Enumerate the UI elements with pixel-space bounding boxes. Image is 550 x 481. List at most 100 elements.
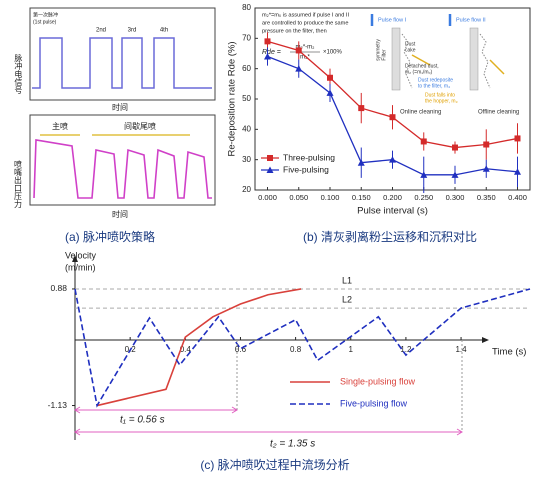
inset-text: are controlled to produce the same — [262, 20, 348, 26]
inset-label: Dust falls into — [425, 92, 455, 98]
axis-arrow — [72, 255, 78, 262]
x-label: 时间 — [112, 209, 128, 219]
marker — [358, 105, 365, 112]
dust-path — [479, 33, 491, 89]
inset-label: cake — [405, 47, 416, 53]
legend-label: Single-pulsing flow — [340, 376, 416, 386]
caption: (b) 清灰剥离粉尘运移和沉积对比 — [303, 229, 477, 244]
series-line — [74, 288, 531, 408]
marker — [357, 159, 365, 166]
inset-label: the hopper, m₃ — [425, 98, 458, 104]
y-tick-label: -1.13 — [48, 400, 68, 410]
x-tick-label: 0.000 — [258, 193, 277, 202]
marker — [483, 141, 490, 148]
inset-label: Dust — [405, 41, 416, 47]
marker — [326, 89, 334, 96]
marker — [482, 165, 490, 172]
inset-label: m₂ (=m₁/m₀) — [405, 69, 433, 75]
legend-marker — [267, 155, 273, 161]
legend-label: Five-pulsing flow — [340, 398, 408, 408]
pulse-label: 2nd — [96, 28, 106, 34]
arrow-head — [456, 428, 463, 436]
y-tick-label: 0.88 — [50, 283, 67, 293]
x-tick-label: 0.250 — [414, 193, 433, 202]
caption: (c) 脉冲喷吹过程中流场分析 — [200, 457, 349, 472]
dust-arrow — [489, 59, 505, 75]
inset-label: Pulse flow I — [378, 17, 407, 23]
plot-frame — [29, 114, 216, 206]
y-tick-label: 40 — [242, 124, 251, 133]
x-tick-label: 1.4 — [455, 345, 467, 354]
y-label: 脉冲电信号 — [14, 53, 23, 95]
x-tick-label: 0.350 — [477, 193, 496, 202]
formula: Rde = — [262, 49, 281, 56]
x-tick-label: 0.100 — [321, 193, 340, 202]
x-label: Time (s) — [492, 347, 526, 358]
reference-label: L1 — [342, 275, 352, 285]
phase-label: 间歇尾喷 — [124, 121, 156, 131]
y-tick-label: 80 — [242, 3, 251, 12]
formula: ×100% — [323, 50, 343, 56]
marker — [264, 53, 271, 60]
dust-arrow — [411, 54, 431, 66]
marker — [264, 38, 271, 45]
arrow-head — [231, 406, 238, 414]
x-tick-label: 0.300 — [446, 193, 465, 202]
inset-text: pressure on the filter, then — [262, 28, 327, 34]
y-tick-label: 30 — [242, 155, 251, 164]
signal-curve — [32, 37, 212, 89]
pulse-label: 3rd — [128, 28, 137, 34]
y-tick-label: 20 — [242, 185, 251, 194]
marker — [514, 135, 521, 142]
x-tick-label: 0.150 — [352, 193, 371, 202]
marker — [452, 144, 458, 151]
inset-label: Dust redeposite — [418, 77, 453, 83]
x-label: 时间 — [112, 102, 128, 112]
x-tick-label: 0.8 — [290, 345, 302, 354]
marker — [451, 171, 459, 178]
panel-a: 脉冲电信号 时间 第一次脉冲 (1st pulse) 2nd 3rd 4th 喷… — [14, 7, 216, 219]
marker — [420, 138, 427, 145]
y-unit: (m/min) — [65, 262, 96, 272]
inset-label: Online cleaning — [400, 110, 441, 116]
y-label: Re-deposition rate Rde (%) — [227, 41, 238, 156]
marker — [420, 171, 428, 178]
axis-arrow — [482, 337, 489, 343]
x-tick-label: 0.6 — [235, 345, 247, 354]
inset-text: m₂*=m₀ is assumed if pulse I and II — [262, 12, 349, 18]
inset-label: Filter — [381, 49, 387, 60]
x-tick-label: 0.050 — [289, 193, 308, 202]
formula: m₂* — [300, 55, 310, 61]
y-tick-label: 70 — [242, 33, 251, 42]
inset-label: Pulse flow II — [456, 17, 486, 23]
plot-frame — [29, 7, 216, 101]
reference-label: L2 — [342, 294, 352, 304]
legend-label: Five-pulsing — [283, 164, 329, 174]
legend-marker — [266, 166, 274, 173]
y-tick-label: 50 — [242, 94, 251, 103]
inset-label: Detached dust, — [405, 63, 439, 69]
formula: m₂*-m₂ — [296, 45, 316, 51]
x-tick-label: 1.2 — [400, 345, 412, 354]
inset-label: symmetry — [375, 39, 381, 61]
marker — [295, 47, 302, 54]
marker — [389, 114, 396, 121]
inset-label: Offline cleaning — [478, 110, 519, 116]
span-label: t₂ = 1.35 s — [270, 439, 315, 450]
x-tick-label: 1 — [349, 345, 354, 354]
marker — [389, 156, 396, 163]
marker — [514, 168, 521, 175]
x-tick-label: 0.4 — [180, 345, 192, 354]
y-label: 喷嘴出口压力 — [14, 159, 23, 209]
span-label: t₁ = 0.56 s — [120, 415, 165, 426]
x-tick-label: 0.200 — [383, 193, 402, 202]
y-label: Velocity — [65, 250, 97, 260]
pulse-label: 第一次脉冲 — [33, 11, 58, 18]
marker — [295, 65, 303, 72]
pulse-label: 4th — [160, 28, 168, 34]
caption: (a) 脉冲喷吹策略 — [65, 229, 155, 244]
phase-label: 主喷 — [52, 121, 68, 131]
filter — [391, 27, 401, 91]
inset-label: to the filter, m₄ — [418, 83, 450, 89]
